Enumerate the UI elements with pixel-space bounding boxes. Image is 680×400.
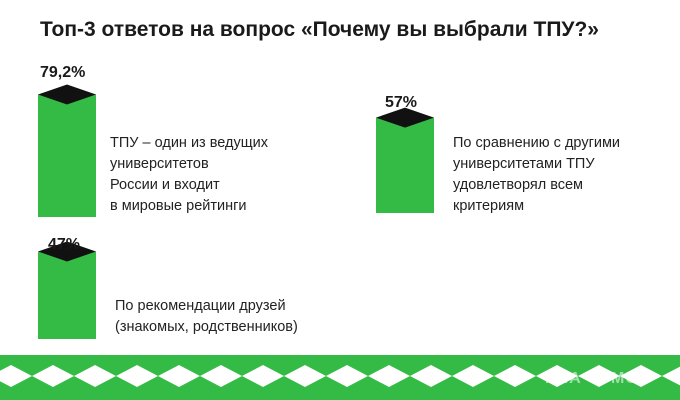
category-label-1-line: России и входит: [110, 177, 220, 193]
bar-top-2: [376, 107, 434, 128]
bar-3: [38, 251, 96, 339]
bar-top-1: [38, 84, 96, 105]
decorative-zigzag-stripe: [0, 355, 680, 400]
category-label-1-line: в мировые рейтинги: [110, 198, 247, 214]
category-label-1-line: университетов: [110, 156, 209, 172]
stripe-diamond: [200, 365, 242, 387]
stripe-diamond: [74, 365, 116, 387]
stripe-diamond: [662, 366, 680, 386]
value-label-1: 79,2%: [40, 64, 86, 81]
stripe-diamond: [0, 365, 32, 387]
category-label-2: По сравнению с другими университетами ТП…: [453, 133, 620, 217]
stripe-diamond: [410, 365, 452, 387]
category-label-2-line: По сравнению с другими: [453, 135, 621, 151]
category-label-1: ТПУ – один из ведущих университетов Росс…: [110, 133, 268, 217]
stripe-diamond: [452, 365, 494, 387]
category-label-3: По рекомендации друзей (знакомых, родств…: [115, 296, 298, 338]
category-label-2-line: критериям: [453, 198, 525, 214]
stripe-diamond: [284, 365, 326, 387]
bar-2: [376, 117, 434, 213]
stripe-diamond: [32, 365, 74, 387]
stripe-diamond: [536, 365, 578, 387]
category-label-3-line: По рекомендации друзей: [115, 298, 286, 314]
value-label-2: 57%: [385, 94, 418, 111]
stripe-diamond: [494, 365, 536, 387]
stripe-diamond: [578, 365, 620, 387]
chart-title: Топ-3 ответов на вопрос «Почему вы выбра…: [40, 18, 599, 41]
stripe-diamond: [116, 365, 158, 387]
watermark-logo: РИА ТОМСК: [545, 370, 649, 387]
stripe-diamond: [368, 365, 410, 387]
bar-1: [38, 94, 96, 217]
stripe-diamond: [620, 365, 662, 387]
category-label-2-line: удовлетворял всем: [453, 177, 584, 193]
category-label-2-line: университетами ТПУ: [453, 156, 595, 172]
stripe-diamond: [158, 365, 200, 387]
stripe-diamond: [326, 365, 368, 387]
bar-top-3: [38, 241, 96, 262]
category-label-1-line: ТПУ – один из ведущих: [110, 135, 269, 151]
stripe-diamond: [242, 365, 284, 387]
value-label-3: 47%: [48, 236, 81, 253]
category-label-3-line: (знакомых, родственников): [115, 319, 298, 335]
